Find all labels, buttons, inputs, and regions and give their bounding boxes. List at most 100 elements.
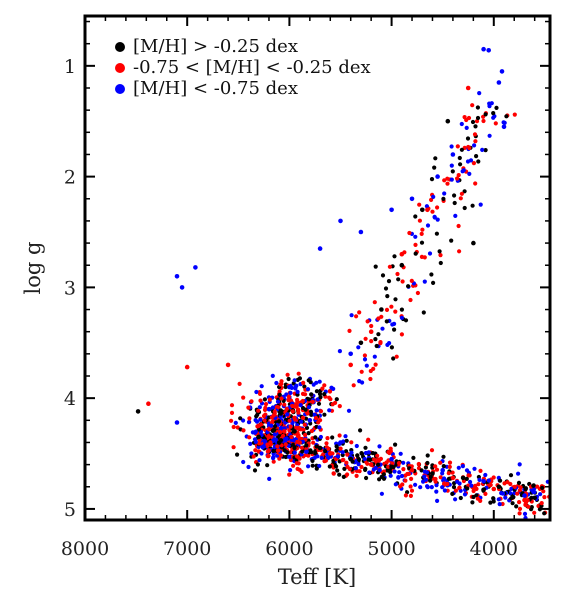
data-point [275,444,280,449]
data-point [477,91,482,96]
tick-labels-layer: 8000 7000 6000 5000 4000 1 2 3 4 5 [61,56,518,560]
data-point-2 [389,456,394,462]
data-point [335,468,340,473]
data-point [292,445,297,451]
data-point [253,429,258,434]
data-point [290,409,295,414]
data-point [380,326,385,331]
data-point [323,449,328,454]
data-point [267,397,272,402]
data-point [300,391,306,396]
data-point [374,343,379,349]
data-point [413,234,418,239]
data-point [337,433,342,438]
data-point [512,484,517,489]
data-point-2 [348,351,354,357]
data-point [288,424,293,429]
data-point [369,339,374,344]
data-point [491,496,496,501]
data-point [266,453,271,459]
data-point [253,439,258,444]
data-point-0 [317,445,323,451]
data-point [425,460,430,466]
data-point [289,434,294,440]
data-point [288,457,293,463]
data-point [516,480,522,485]
data-point [351,383,356,388]
data-point [377,477,382,482]
y-tick-label: 4 [64,388,76,410]
data-point [292,378,297,383]
data-point [291,463,296,468]
data-point [409,476,414,481]
data-point [283,384,288,390]
data-point [377,468,382,473]
data-point [419,254,424,259]
data-point [456,223,461,229]
data-point [365,461,370,466]
data-point [384,307,390,312]
data-point [353,466,358,471]
data-point-0 [420,207,425,213]
data-point [349,450,354,455]
data-point [326,446,331,451]
data-point [427,251,433,256]
data-point [229,403,235,408]
data-point [518,485,523,490]
data-point [295,433,300,439]
data-point [315,454,320,459]
data-point [453,488,458,493]
data-point [249,399,254,404]
data-point [363,336,368,341]
data-point [271,455,276,460]
data-point-2 [481,46,486,52]
data-point [432,215,437,220]
data-point [508,473,514,478]
data-point-1 [491,486,497,492]
data-point [389,304,394,309]
data-point [514,504,519,509]
data-point [237,381,242,386]
data-point [467,145,472,151]
data-point-1 [522,497,527,503]
data-point [362,456,367,462]
data-point [354,443,359,449]
data-point [393,309,398,314]
data-point [304,449,309,454]
data-point [516,471,521,476]
data-point [376,462,381,467]
data-point [532,510,537,515]
data-point [379,314,384,319]
data-point [306,378,311,383]
data-point [373,264,378,269]
data-point [401,467,406,472]
data-point [364,475,369,481]
data-point [434,483,439,488]
data-point [384,460,389,465]
data-point [423,465,428,470]
data-point [431,280,436,285]
data-point [366,450,371,455]
data-point [388,449,393,454]
data-point [447,464,452,469]
data-point [508,481,513,487]
data-point [231,445,236,450]
data-point [425,484,430,489]
data-point [288,450,293,455]
data-point [318,434,323,440]
data-point [366,457,371,462]
data-point [517,462,522,467]
data-point-0 [135,409,141,414]
data-point [363,445,368,450]
data-point [338,446,343,451]
data-point [381,476,387,481]
legend-marker [115,42,125,52]
data-point-0 [256,434,262,440]
data-point-2 [287,384,292,390]
data-point [450,491,455,496]
data-point-2 [179,285,185,290]
data-point [317,463,322,469]
data-point [258,398,263,403]
data-point [480,147,485,152]
data-point [254,419,260,424]
